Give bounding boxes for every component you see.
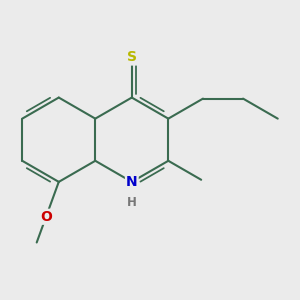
Text: N: N xyxy=(126,175,138,189)
Text: H: H xyxy=(127,196,137,208)
Text: O: O xyxy=(40,210,52,224)
Text: S: S xyxy=(127,50,137,64)
